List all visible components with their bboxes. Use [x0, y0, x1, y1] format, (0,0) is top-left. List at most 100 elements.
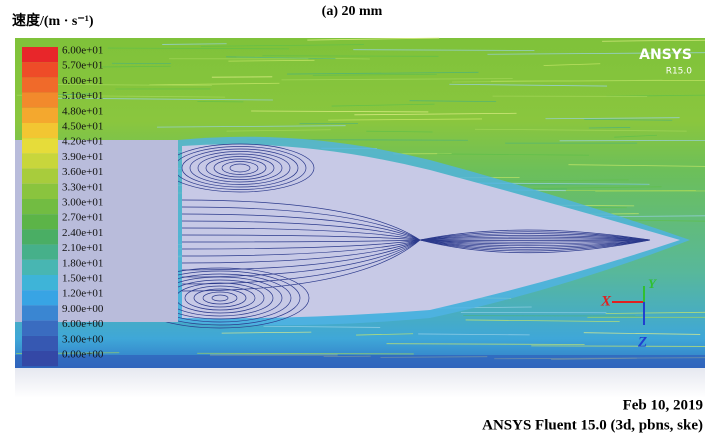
- vortex-ring: [211, 294, 229, 302]
- vortex-ring: [229, 163, 251, 173]
- colorbar-label: 3.60e+01: [62, 166, 103, 178]
- colorbar-swatch: [22, 275, 58, 291]
- colorbar-swatch: [22, 62, 58, 78]
- y-axis-label: Y: [648, 276, 657, 291]
- colorbar-label: 5.10e+01: [62, 90, 103, 102]
- vortex-ring: [197, 153, 283, 183]
- footer-software: ANSYS Fluent 15.0 (3d, pbns, ske): [482, 417, 703, 433]
- streak: [287, 71, 479, 75]
- streak: [328, 118, 483, 121]
- vortex-ring: [221, 161, 259, 175]
- streak: [356, 333, 414, 336]
- streak: [221, 331, 312, 334]
- colorbar-label: 6.00e+01: [62, 45, 103, 57]
- streak: [45, 97, 273, 101]
- colorbar: 6.00e+01 5.70e+01 6.00e+01 5.10e+01 4.80e+01…: [22, 45, 104, 367]
- colorbar-label: 4.80e+01: [62, 105, 103, 117]
- colorbar-label: 4.50e+01: [62, 121, 103, 133]
- z-axis-label: Z: [637, 334, 647, 350]
- colorbar-label: 3.00e+01: [62, 197, 103, 209]
- streak: [474, 128, 687, 132]
- stream-line: [181, 239, 651, 292]
- figure-label: (a) 20 mm: [322, 4, 383, 19]
- streak: [409, 100, 497, 103]
- colorbar-label: 3.90e+01: [62, 151, 103, 163]
- streak: [437, 153, 590, 156]
- logo-release: R15.0: [666, 67, 693, 77]
- streak: [465, 319, 620, 323]
- streak: [487, 52, 705, 55]
- streak: [331, 103, 435, 107]
- logo: ANSYS: [639, 47, 692, 63]
- unit-label: 速度/(m · s⁻¹): [12, 12, 94, 29]
- streak: [366, 130, 433, 133]
- colorbar-swatch: [22, 244, 58, 260]
- streak: [353, 49, 535, 51]
- streak: [101, 65, 171, 68]
- streak: [149, 82, 280, 86]
- colorbar-swatch: [22, 351, 58, 367]
- colorbar-label: 9.00e+00: [62, 303, 104, 315]
- colorbar-swatch: [22, 214, 58, 230]
- vortex-ring: [181, 148, 299, 188]
- streak: [312, 73, 437, 76]
- colorbar-label: 2.70e+01: [62, 212, 103, 224]
- streak: [588, 127, 631, 129]
- colorbar-swatch: [22, 47, 58, 63]
- colorbar-swatch: [22, 199, 58, 215]
- colorbar-label: 1.20e+01: [62, 288, 103, 300]
- streak: [200, 44, 364, 47]
- vortex-lines: [130, 143, 651, 329]
- vortex-ring: [213, 158, 267, 178]
- colorbar-label: 2.40e+01: [62, 227, 103, 239]
- recirculation-zone: [182, 144, 680, 319]
- streak: [263, 325, 381, 328]
- streak: [614, 134, 658, 138]
- colorbar-swatch: [22, 259, 58, 275]
- colorbar-label: 6.00e+01: [62, 75, 103, 87]
- streak: [262, 55, 439, 57]
- x-axis-label: X: [600, 293, 612, 309]
- streak: [197, 352, 414, 355]
- colorbar-label: 3.30e+01: [62, 181, 103, 193]
- streak: [584, 118, 673, 121]
- colorbar-swatch: [22, 229, 58, 245]
- streak: [281, 78, 513, 81]
- streak: [226, 129, 331, 132]
- streak: [583, 332, 701, 335]
- colorbar-swatch: [22, 92, 58, 108]
- streak: [545, 117, 680, 120]
- colorbar-swatch: [22, 290, 58, 306]
- streak: [354, 112, 517, 116]
- footer-date: Feb 10, 2019: [623, 397, 703, 413]
- colorbar-swatch: [22, 107, 58, 123]
- vortex-ring: [189, 151, 291, 185]
- colorbar-swatch: [22, 138, 58, 154]
- floor: [15, 368, 705, 398]
- vortex-ring: [193, 288, 247, 308]
- streak: [226, 56, 336, 60]
- colorbar-label: 2.10e+01: [62, 242, 103, 254]
- streak: [107, 47, 290, 50]
- colorbar-swatch: [22, 183, 58, 199]
- colorbar-label: 5.70e+01: [62, 60, 103, 72]
- colorbar-label: 1.80e+01: [62, 257, 103, 269]
- streak: [162, 43, 227, 45]
- streak: [386, 343, 585, 345]
- streak: [418, 333, 530, 336]
- colorbar-swatch: [22, 320, 58, 336]
- streak: [543, 63, 601, 66]
- vortex-ring: [202, 291, 238, 305]
- streak: [605, 311, 705, 314]
- colorbar-label: 6.00e+00: [62, 318, 104, 330]
- streak: [531, 345, 705, 347]
- colorbar-swatch: [22, 123, 58, 139]
- streak: [602, 39, 705, 42]
- streak: [452, 79, 663, 83]
- vortex-ring: [205, 156, 275, 180]
- streak: [568, 164, 705, 167]
- streak: [449, 83, 608, 87]
- streak: [533, 186, 662, 189]
- vortex-ring: [184, 285, 256, 311]
